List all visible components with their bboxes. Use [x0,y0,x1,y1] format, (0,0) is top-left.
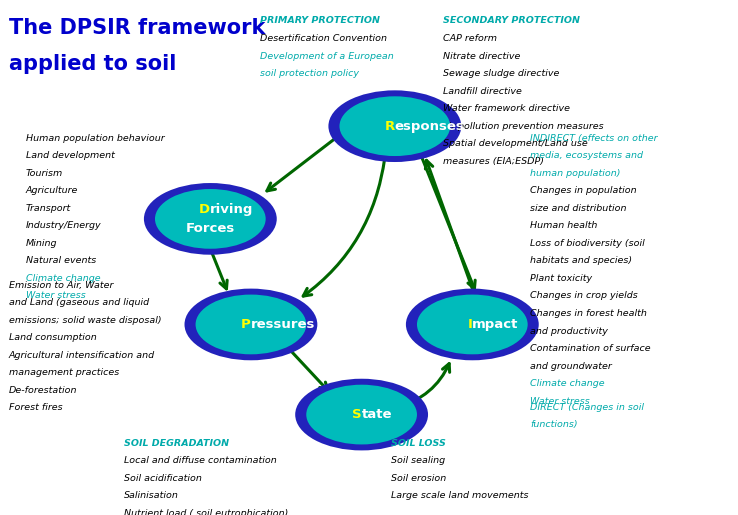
Text: Forces: Forces [186,222,235,235]
Text: ressures: ressures [251,318,315,331]
Text: INDIRECT (effects on other: INDIRECT (effects on other [530,134,658,143]
Text: The DPSIR framework: The DPSIR framework [9,18,265,38]
Ellipse shape [306,385,417,444]
Text: Large scale land movements: Large scale land movements [391,491,528,500]
Text: Climate change: Climate change [26,274,100,283]
Text: Agricultural intensification and: Agricultural intensification and [9,351,155,359]
Text: management practices: management practices [9,368,119,377]
Text: D: D [199,202,210,216]
Text: Landfill directive: Landfill directive [443,87,522,95]
Text: Water framework directive: Water framework directive [443,104,570,113]
Text: Plant toxicity: Plant toxicity [530,274,592,283]
Text: Soil acidification: Soil acidification [124,474,202,483]
Ellipse shape [196,295,306,354]
Text: Water stress: Water stress [26,291,86,300]
Ellipse shape [295,379,428,451]
Text: media, ecosystems and: media, ecosystems and [530,151,643,160]
Text: Climate change: Climate change [530,379,604,388]
Text: Local and diffuse contamination: Local and diffuse contamination [124,456,277,465]
Text: and productivity: and productivity [530,327,608,335]
Text: emissions; solid waste disposal): emissions; solid waste disposal) [9,316,162,324]
Text: Desertification Convention: Desertification Convention [260,34,387,43]
Text: Contamination of surface: Contamination of surface [530,344,650,353]
Text: Changes in crop yields: Changes in crop yields [530,291,638,300]
Ellipse shape [406,288,539,360]
Text: Sewage sludge directive: Sewage sludge directive [443,69,559,78]
Text: mpact: mpact [472,318,519,331]
Text: Forest fires: Forest fires [9,403,63,412]
Ellipse shape [417,295,528,354]
Text: and Land (gaseous and liquid: and Land (gaseous and liquid [9,298,149,307]
Ellipse shape [155,189,266,249]
Text: esponses: esponses [395,119,465,133]
Text: CAP reform: CAP reform [443,34,497,43]
Text: Nitrate directive: Nitrate directive [443,52,520,60]
Text: Human population behaviour: Human population behaviour [26,134,165,143]
Ellipse shape [328,90,461,162]
Text: SOIL LOSS: SOIL LOSS [391,439,446,448]
Text: tate: tate [362,408,392,421]
Ellipse shape [339,96,450,156]
Text: Human health: Human health [530,221,597,230]
Text: DIRECT (Changes in soil: DIRECT (Changes in soil [530,403,644,411]
Ellipse shape [144,183,277,255]
Text: Soil sealing: Soil sealing [391,456,445,465]
Text: SECONDARY PROTECTION: SECONDARY PROTECTION [443,16,580,25]
Text: Emission to Air, Water: Emission to Air, Water [9,281,113,289]
Text: Tourism: Tourism [26,169,63,178]
Text: Mining: Mining [26,239,58,248]
Text: Development of a European: Development of a European [260,52,393,60]
Text: applied to soil: applied to soil [9,54,176,74]
Text: Industry/Energy: Industry/Energy [26,221,101,230]
Text: Water stress: Water stress [530,397,590,405]
Text: PRIMARY PROTECTION: PRIMARY PROTECTION [260,16,380,25]
Text: Natural events: Natural events [26,256,96,265]
Text: Spatial development/Land use: Spatial development/Land use [443,139,587,148]
Text: De-forestation: De-forestation [9,386,77,394]
Text: Salinisation: Salinisation [124,491,179,500]
Text: SOIL DEGRADATION: SOIL DEGRADATION [124,439,229,448]
Text: human population): human population) [530,169,621,178]
Text: riving: riving [210,202,254,216]
Text: measures (EIA;ESDP): measures (EIA;ESDP) [443,157,544,165]
Text: Land consumption: Land consumption [9,333,97,342]
Text: P: P [241,318,251,331]
Text: I: I [467,318,472,331]
Text: Changes in population: Changes in population [530,186,636,195]
Text: Land development: Land development [26,151,114,160]
Text: and groundwater: and groundwater [530,362,612,370]
Text: S: S [352,408,362,421]
Text: size and distribution: size and distribution [530,204,627,213]
Text: Changes in forest health: Changes in forest health [530,309,646,318]
Ellipse shape [184,288,317,360]
Text: Nutrient load ( soil eutrophication): Nutrient load ( soil eutrophication) [124,509,289,515]
Text: Loss of biodiversity (soil: Loss of biodiversity (soil [530,239,644,248]
Text: Transport: Transport [26,204,71,213]
Text: Agriculture: Agriculture [26,186,78,195]
Text: R: R [384,119,395,133]
Text: habitats and species): habitats and species) [530,256,632,265]
Text: Air pollution prevention measures: Air pollution prevention measures [443,122,604,130]
Text: Soil erosion: Soil erosion [391,474,446,483]
Text: soil protection policy: soil protection policy [260,69,359,78]
Text: functions): functions) [530,420,578,429]
